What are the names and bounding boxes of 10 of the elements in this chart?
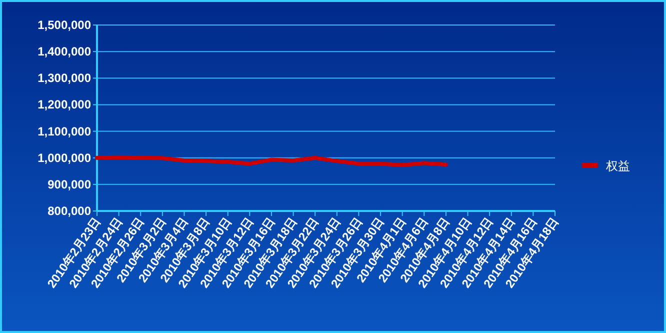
y-tick-label: 1,000,000 [38, 150, 92, 165]
y-tick-label: 900,000 [48, 177, 92, 192]
legend-label: 权益 [605, 159, 630, 173]
y-tick-label: 1,300,000 [38, 71, 92, 86]
line-series [95, 155, 448, 168]
y-tick-label: 1,200,000 [38, 98, 92, 112]
y-tick-label: 1,100,000 [38, 124, 92, 138]
y-tick-label: 1,400,000 [38, 44, 92, 59]
y-tick-label: 1,500,000 [38, 18, 92, 32]
y-tick-label: 800,000 [48, 204, 92, 218]
